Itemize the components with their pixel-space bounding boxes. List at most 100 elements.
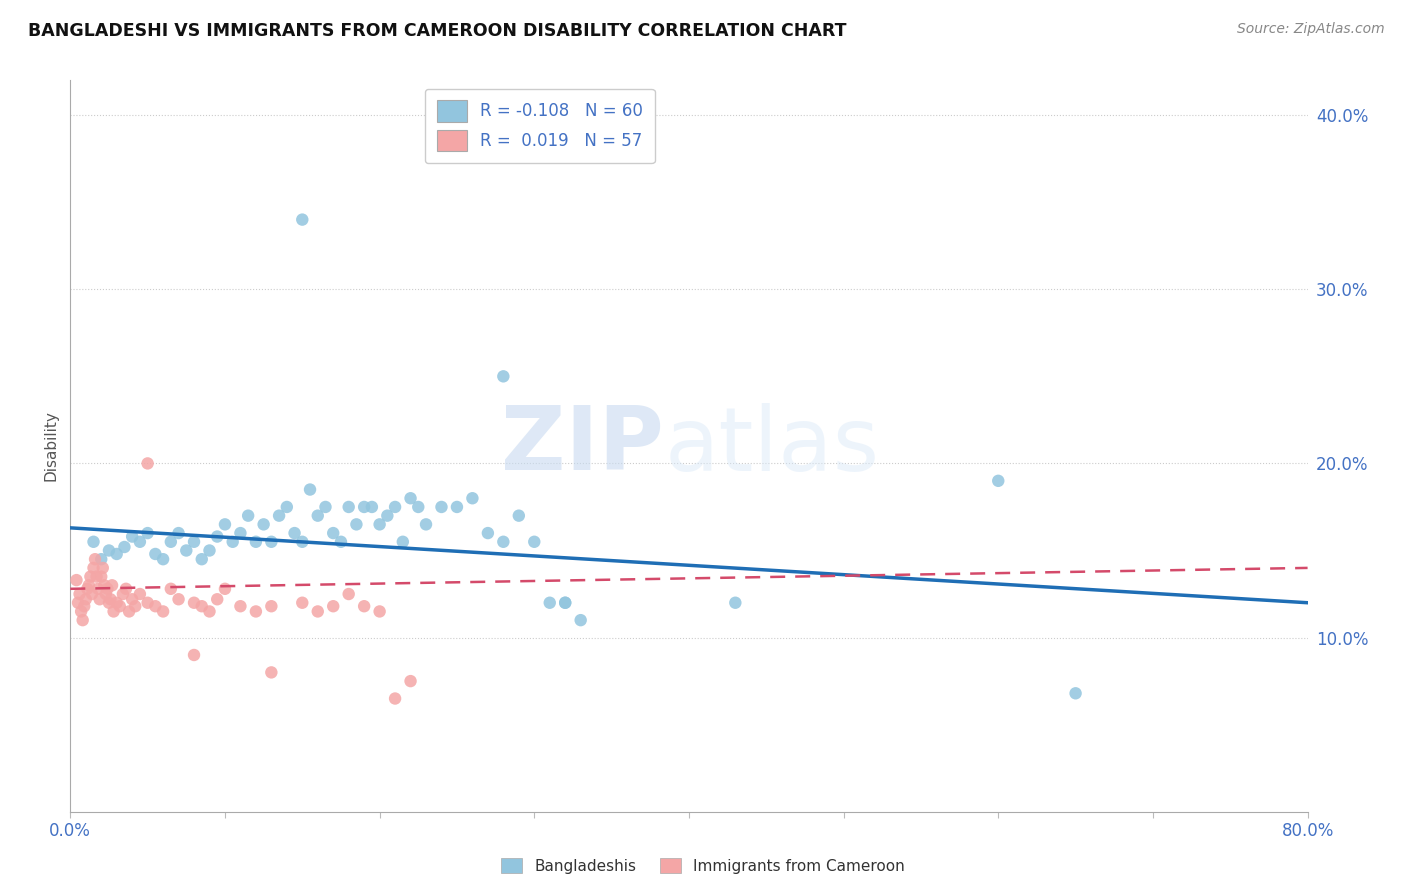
Point bbox=[554, 596, 576, 610]
Legend: Bangladeshis, Immigrants from Cameroon: Bangladeshis, Immigrants from Cameroon bbox=[495, 852, 911, 880]
Point bbox=[118, 604, 141, 618]
Point bbox=[353, 599, 375, 614]
Point bbox=[82, 534, 105, 549]
Point bbox=[337, 500, 360, 514]
Point bbox=[198, 604, 221, 618]
Point bbox=[124, 599, 146, 614]
Point bbox=[183, 596, 205, 610]
Point bbox=[84, 552, 107, 566]
Point bbox=[446, 500, 468, 514]
Point bbox=[77, 578, 100, 592]
Point bbox=[408, 500, 430, 514]
Point bbox=[260, 665, 283, 680]
Point bbox=[214, 517, 236, 532]
Point bbox=[183, 648, 205, 662]
Point bbox=[554, 596, 576, 610]
Point bbox=[538, 596, 561, 610]
Point bbox=[96, 582, 118, 596]
Point bbox=[384, 691, 406, 706]
Point bbox=[167, 592, 190, 607]
Point bbox=[276, 500, 298, 514]
Point bbox=[346, 517, 368, 532]
Point bbox=[430, 500, 453, 514]
Point bbox=[315, 500, 337, 514]
Point bbox=[70, 604, 93, 618]
Point bbox=[67, 596, 90, 610]
Point bbox=[214, 582, 236, 596]
Text: atlas: atlas bbox=[664, 402, 879, 490]
Point bbox=[307, 604, 329, 618]
Point bbox=[90, 569, 112, 583]
Point bbox=[523, 534, 546, 549]
Point bbox=[392, 534, 415, 549]
Point bbox=[492, 534, 515, 549]
Point bbox=[75, 592, 97, 607]
Point bbox=[724, 596, 747, 610]
Point bbox=[115, 582, 138, 596]
Point bbox=[152, 552, 174, 566]
Point bbox=[191, 552, 214, 566]
Point bbox=[987, 474, 1010, 488]
Point bbox=[145, 547, 166, 561]
Point bbox=[160, 582, 183, 596]
Point bbox=[207, 530, 229, 544]
Point bbox=[86, 569, 108, 583]
Point bbox=[284, 526, 307, 541]
Point bbox=[114, 540, 135, 554]
Point bbox=[94, 587, 117, 601]
Point bbox=[291, 596, 314, 610]
Point bbox=[93, 578, 115, 592]
Point bbox=[129, 534, 152, 549]
Point bbox=[245, 604, 267, 618]
Point bbox=[415, 517, 437, 532]
Point bbox=[569, 613, 592, 627]
Point bbox=[82, 561, 105, 575]
Point bbox=[299, 483, 322, 497]
Point bbox=[461, 491, 484, 506]
Point bbox=[129, 587, 152, 601]
Point bbox=[91, 561, 114, 575]
Point bbox=[307, 508, 329, 523]
Point bbox=[73, 599, 96, 614]
Point bbox=[183, 534, 205, 549]
Text: Source: ZipAtlas.com: Source: ZipAtlas.com bbox=[1237, 22, 1385, 37]
Point bbox=[105, 547, 128, 561]
Point bbox=[207, 592, 229, 607]
Point bbox=[191, 599, 214, 614]
Point bbox=[101, 578, 124, 592]
Legend: R = -0.108   N = 60, R =  0.019   N = 57: R = -0.108 N = 60, R = 0.019 N = 57 bbox=[425, 88, 655, 163]
Point bbox=[174, 543, 197, 558]
Point bbox=[65, 573, 87, 587]
Point bbox=[152, 604, 174, 618]
Point bbox=[291, 212, 314, 227]
Text: BANGLADESHI VS IMMIGRANTS FROM CAMEROON DISABILITY CORRELATION CHART: BANGLADESHI VS IMMIGRANTS FROM CAMEROON … bbox=[28, 22, 846, 40]
Point bbox=[108, 599, 131, 614]
Point bbox=[198, 543, 221, 558]
Point bbox=[121, 530, 143, 544]
Point bbox=[260, 599, 283, 614]
Point bbox=[90, 552, 112, 566]
Point bbox=[167, 526, 190, 541]
Point bbox=[103, 604, 125, 618]
Point bbox=[253, 517, 276, 532]
Point bbox=[145, 599, 166, 614]
Point bbox=[136, 526, 159, 541]
Point bbox=[79, 569, 101, 583]
Point bbox=[76, 582, 98, 596]
Point bbox=[330, 534, 353, 549]
Point bbox=[100, 592, 122, 607]
Point bbox=[80, 587, 103, 601]
Point bbox=[121, 592, 143, 607]
Point bbox=[1064, 686, 1087, 700]
Point bbox=[72, 613, 94, 627]
Point bbox=[229, 599, 252, 614]
Point bbox=[105, 596, 128, 610]
Point bbox=[399, 674, 422, 689]
Point bbox=[384, 500, 406, 514]
Point bbox=[136, 596, 159, 610]
Point bbox=[98, 543, 120, 558]
Point bbox=[160, 534, 183, 549]
Point bbox=[399, 491, 422, 506]
Point bbox=[98, 596, 120, 610]
Text: ZIP: ZIP bbox=[502, 402, 664, 490]
